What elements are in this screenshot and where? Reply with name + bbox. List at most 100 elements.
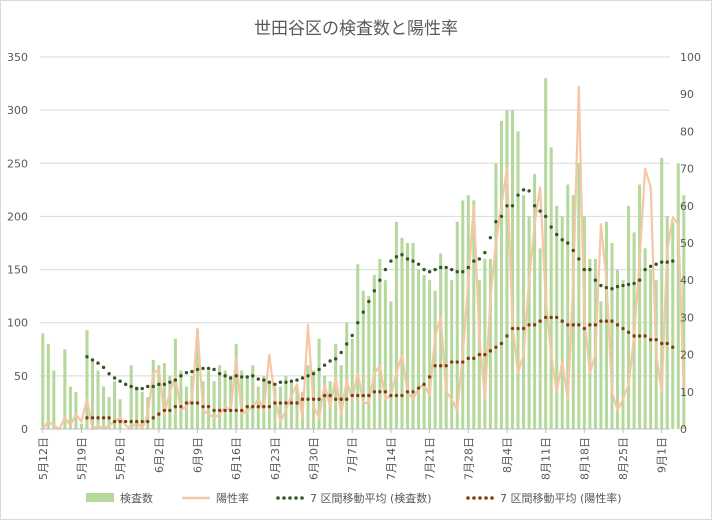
point-ma-positivity bbox=[350, 393, 354, 398]
legend-item: 7 区間移動平均 (検査数) bbox=[276, 491, 432, 505]
point-ma-tests bbox=[444, 265, 448, 270]
x-tick-label: 8月25日 bbox=[617, 437, 630, 480]
bar-tests bbox=[278, 386, 282, 429]
axes: 0 50 100 150 200 250 300 350 0 10 20 30 40 50 60 70 80 90… bbox=[7, 51, 701, 480]
y-right-tick-label: 80 bbox=[680, 125, 694, 138]
point-ma-positivity bbox=[532, 323, 537, 327]
point-ma-positivity bbox=[262, 404, 266, 409]
bar-tests bbox=[411, 243, 415, 429]
point-ma-positivity bbox=[444, 364, 448, 368]
point-ma-positivity bbox=[151, 416, 155, 420]
point-ma-positivity bbox=[477, 352, 482, 357]
point-ma-positivity bbox=[643, 334, 647, 338]
point-ma-positivity bbox=[433, 364, 437, 368]
bar-tests bbox=[389, 301, 393, 429]
x-tick-label: 6月30日 bbox=[308, 437, 321, 480]
point-ma-tests bbox=[267, 380, 272, 384]
point-ma-tests bbox=[577, 257, 581, 261]
point-ma-tests bbox=[671, 259, 675, 263]
point-ma-positivity bbox=[577, 323, 581, 327]
point-ma-tests bbox=[201, 366, 205, 371]
point-ma-tests bbox=[621, 283, 625, 288]
legend-swatch-dot bbox=[294, 496, 298, 500]
bar-tests bbox=[245, 375, 249, 429]
point-ma-tests bbox=[184, 370, 189, 375]
point-ma-positivity bbox=[555, 315, 559, 320]
point-ma-tests bbox=[543, 214, 548, 219]
point-ma-tests bbox=[593, 278, 598, 282]
point-ma-tests bbox=[405, 257, 410, 261]
point-ma-positivity bbox=[648, 338, 653, 342]
bar-tests bbox=[118, 399, 122, 429]
point-ma-tests bbox=[588, 267, 592, 272]
y-right-tick-label: 40 bbox=[680, 274, 694, 287]
bar-tests bbox=[461, 200, 465, 429]
bar-tests bbox=[179, 370, 183, 429]
point-ma-tests bbox=[637, 278, 642, 282]
bar-tests bbox=[234, 343, 238, 429]
point-ma-positivity bbox=[671, 345, 675, 349]
point-ma-tests bbox=[345, 342, 349, 346]
bar-tests bbox=[41, 333, 45, 429]
point-ma-positivity bbox=[582, 326, 587, 331]
legend-swatch-dot bbox=[478, 496, 482, 500]
point-ma-positivity bbox=[195, 401, 200, 405]
point-ma-positivity bbox=[129, 419, 133, 424]
point-ma-tests bbox=[96, 361, 100, 365]
point-ma-tests bbox=[571, 248, 575, 253]
bar-tests bbox=[289, 381, 293, 429]
point-ma-tests bbox=[472, 259, 476, 263]
x-tick-label: 6月2日 bbox=[153, 437, 166, 473]
point-ma-positivity bbox=[615, 323, 620, 327]
point-ma-positivity bbox=[273, 401, 277, 405]
bar-tests bbox=[63, 349, 67, 429]
legend-swatch-dot bbox=[288, 496, 292, 500]
point-ma-positivity bbox=[411, 390, 415, 394]
x-tick-label: 7月7日 bbox=[346, 437, 359, 473]
point-ma-tests bbox=[505, 204, 509, 208]
legend-swatch-dot bbox=[282, 496, 286, 500]
bar-tests bbox=[483, 258, 487, 429]
point-ma-positivity bbox=[295, 401, 299, 405]
point-ma-positivity bbox=[472, 356, 476, 361]
point-ma-positivity bbox=[427, 375, 432, 379]
legend-label: 7 区間移動平均 (陽性率) bbox=[500, 491, 622, 505]
bar-tests bbox=[345, 322, 349, 429]
point-ma-tests bbox=[123, 382, 128, 387]
point-ma-positivity bbox=[483, 352, 487, 357]
bar-tests bbox=[157, 365, 161, 429]
point-ma-positivity bbox=[438, 364, 443, 368]
point-ma-tests bbox=[168, 380, 172, 384]
point-ma-tests bbox=[494, 220, 498, 224]
point-ma-positivity bbox=[626, 330, 631, 334]
point-ma-positivity bbox=[538, 319, 542, 323]
point-ma-positivity bbox=[461, 360, 465, 364]
bar-tests bbox=[405, 243, 410, 429]
point-ma-positivity bbox=[599, 319, 603, 323]
point-ma-positivity bbox=[339, 397, 343, 401]
bar-tests bbox=[638, 184, 642, 429]
point-ma-positivity bbox=[516, 326, 520, 331]
point-ma-positivity bbox=[112, 419, 117, 424]
x-tick-label: 9月1日 bbox=[656, 437, 669, 473]
y-left-tick-label: 0 bbox=[21, 423, 28, 436]
point-ma-tests bbox=[295, 378, 299, 382]
point-ma-tests bbox=[179, 374, 183, 378]
point-ma-tests bbox=[604, 285, 609, 290]
bars-series-tests bbox=[41, 78, 686, 430]
bar-tests bbox=[218, 365, 222, 429]
point-ma-tests bbox=[273, 382, 277, 387]
point-ma-positivity bbox=[201, 404, 205, 409]
point-ma-positivity bbox=[566, 323, 570, 327]
legend-item: 陽性率 bbox=[182, 491, 249, 505]
point-ma-tests bbox=[217, 372, 222, 376]
point-ma-positivity bbox=[345, 397, 349, 401]
bar-tests bbox=[223, 370, 227, 429]
point-ma-tests bbox=[433, 267, 437, 272]
y-right-tick-label: 30 bbox=[680, 311, 694, 324]
bar-tests bbox=[350, 338, 354, 429]
bar-tests bbox=[522, 195, 526, 429]
legend-label: 検査数 bbox=[120, 491, 153, 505]
point-ma-tests bbox=[251, 374, 255, 378]
bar-tests bbox=[571, 195, 575, 429]
